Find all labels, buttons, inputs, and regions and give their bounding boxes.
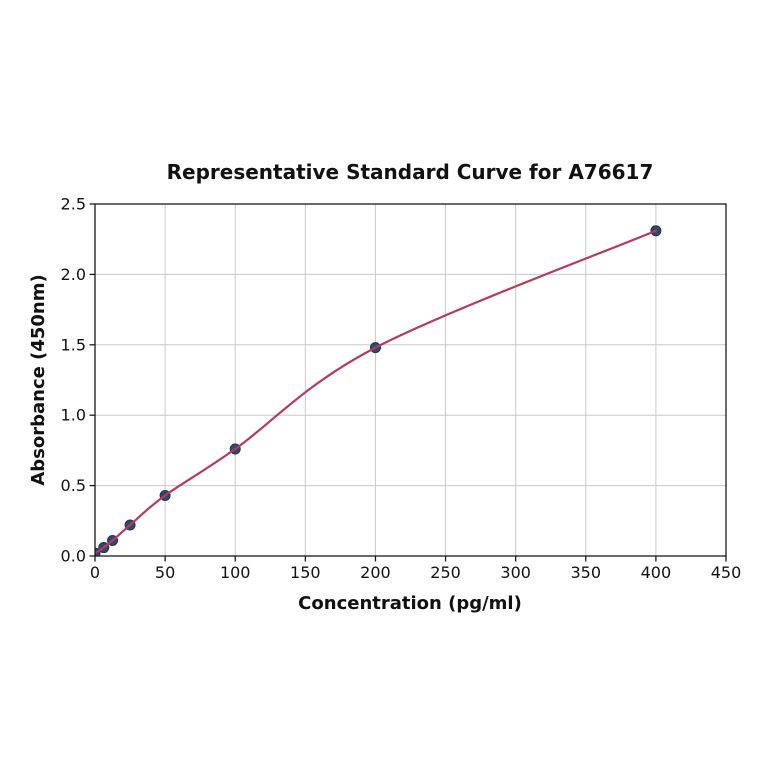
y-tick-label: 1.0 — [61, 406, 86, 425]
plot-border — [94, 203, 727, 557]
y-tick-label: 2.0 — [61, 265, 86, 284]
tick-labels-layer: 0 50 100 150 200 250 300 350 400 450 0.0 0.5 1.0 1.5 2… — [61, 195, 742, 583]
chart-title: Representative Standard Curve for A76617 — [167, 160, 654, 184]
y-tick-label: 0.0 — [61, 547, 86, 566]
fit-curve-layer — [95, 229, 657, 555]
x-tick-label: 350 — [571, 563, 602, 582]
y-tick-label: 0.5 — [61, 476, 86, 495]
y-tick-label: 1.5 — [61, 335, 86, 354]
x-tick-label: 300 — [500, 563, 531, 582]
grid-layer — [94, 203, 727, 557]
x-tick-label: 400 — [641, 563, 672, 582]
x-tick-label: 50 — [155, 563, 175, 582]
x-tick-label: 150 — [290, 563, 321, 582]
x-tick-label: 250 — [430, 563, 461, 582]
x-tick-label: 450 — [711, 563, 742, 582]
axes-layer — [89, 203, 727, 562]
y-axis-label: Absorbance (450nm) — [28, 274, 49, 485]
x-tick-label: 0 — [90, 563, 100, 582]
y-tick-label: 2.5 — [61, 195, 86, 214]
fit-curve — [95, 229, 657, 555]
x-tick-label: 100 — [220, 563, 251, 582]
x-axis-label: Concentration (pg/ml) — [298, 593, 522, 614]
x-tick-label: 200 — [360, 563, 391, 582]
